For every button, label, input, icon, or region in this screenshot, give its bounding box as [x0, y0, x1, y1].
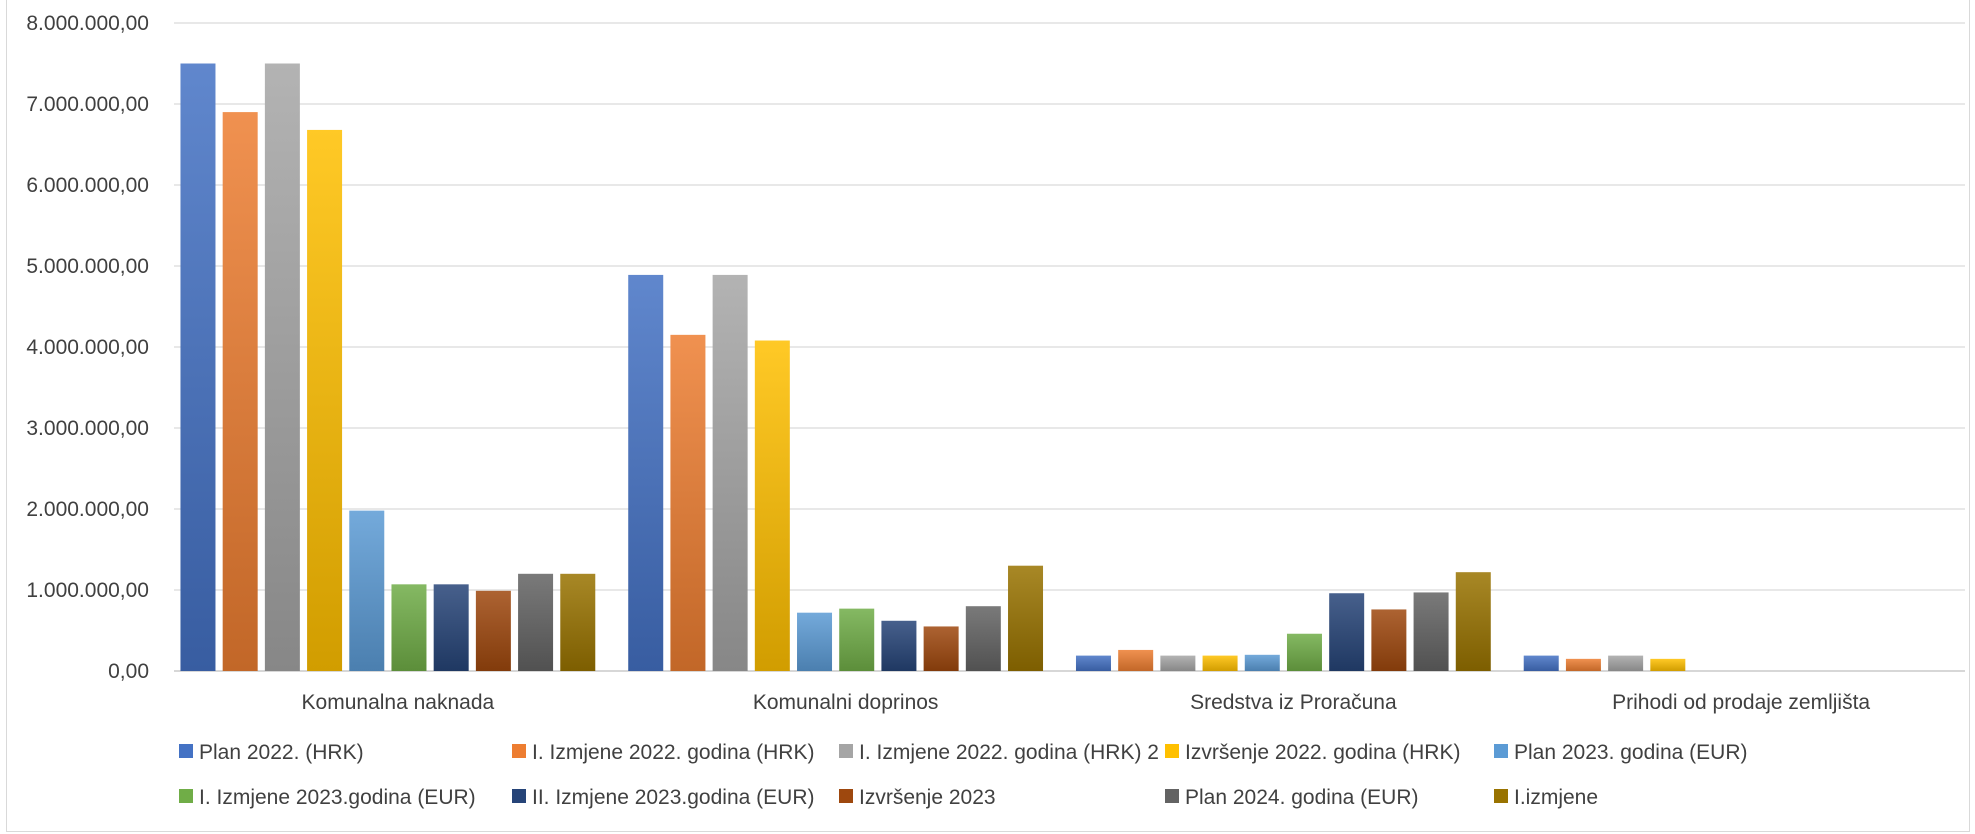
bar-komunalna-naknada-plan-2023-godina-eur	[349, 510, 385, 671]
bar-sredstva-iz-proracuna-i-izmjene-2022-godina-hrk-2	[1160, 655, 1196, 671]
bar-komunalna-naknada-i-izmjene-2023-godina-eur	[391, 584, 427, 671]
legend-label: II. Izmjene 2023.godina (EUR)	[532, 786, 814, 809]
y-tick-label: 1.000.000,00	[26, 579, 149, 602]
y-tick-label: 2.000.000,00	[26, 498, 149, 521]
bar-komunalni-doprinos-i-izmjene-2022-godina-hrk-2	[712, 274, 748, 671]
legend-swatch	[1165, 789, 1179, 803]
bar-komunalna-naknada-i-izmjene	[560, 573, 596, 671]
y-tick-label: 4.000.000,00	[26, 336, 149, 359]
legend-label: Izvršenje 2023	[859, 786, 996, 809]
gridlines	[174, 22, 1965, 672]
legend-swatch	[1494, 789, 1508, 803]
bar-sredstva-iz-proracuna-i-izmjene-2023-godina-eur	[1286, 633, 1322, 671]
legend-item: Plan 2022. (HRK)	[179, 741, 364, 764]
y-axis: 0,00 1.000.000,00 2.000.000,00 3.000.000,00…	[26, 12, 149, 683]
legend-item: Izvršenje 2023	[839, 786, 996, 809]
x-tick-label: Sredstva iz Proračuna	[1190, 691, 1397, 714]
bar-komunalni-doprinos-ii-izmjene-2023-godina-eur	[881, 620, 917, 671]
bar-prihodi-od-prodaje-zemljista-plan-2022-hrk	[1523, 655, 1559, 671]
bar-sredstva-iz-proracuna-i-izmjene-2022-godina-hrk	[1118, 649, 1154, 671]
bar-prihodi-od-prodaje-zemljista-i-izmjene-2022-godina-hrk-2	[1608, 655, 1644, 671]
legend-item: I. Izmjene 2022. godina (HRK)	[512, 741, 814, 764]
legend-swatch	[179, 744, 193, 758]
bars	[180, 63, 1686, 672]
bar-sredstva-iz-proracuna-ii-izmjene-2023-godina-eur	[1329, 593, 1365, 671]
legend-item: Izvršenje 2022. godina (HRK)	[1165, 741, 1460, 764]
legend-label: Izvršenje 2022. godina (HRK)	[1185, 741, 1460, 764]
bar-komunalni-doprinos-izvrsenje-2022-godina-hrk	[754, 340, 790, 671]
legend-item: Plan 2024. godina (EUR)	[1165, 786, 1418, 809]
bar-komunalni-doprinos-plan-2023-godina-eur	[797, 612, 833, 671]
bar-komunalna-naknada-i-izmjene-2022-godina-hrk	[222, 112, 258, 672]
bar-sredstva-iz-proracuna-izvrsenje-2023	[1371, 609, 1407, 671]
legend-swatch	[1165, 744, 1179, 758]
y-tick-label: 6.000.000,00	[26, 174, 149, 197]
y-tick-label: 8.000.000,00	[26, 12, 149, 35]
legend-swatch	[839, 744, 853, 758]
bar-sredstva-iz-proracuna-plan-2024-godina-eur	[1413, 592, 1449, 671]
legend-label: I. Izmjene 2022. godina (HRK) 2	[859, 741, 1159, 764]
bar-sredstva-iz-proracuna-plan-2022-hrk	[1075, 655, 1111, 671]
bar-komunalni-doprinos-plan-2022-hrk	[628, 274, 664, 671]
legend-swatch	[179, 789, 193, 803]
bar-chart: 0,00 1.000.000,00 2.000.000,00 3.000.000,00…	[26, 12, 1965, 809]
y-tick-label: 5.000.000,00	[26, 255, 149, 278]
bar-komunalna-naknada-i-izmjene-2022-godina-hrk-2	[264, 63, 300, 671]
legend-label: I.izmjene	[1514, 786, 1598, 809]
legend-label: Plan 2023. godina (EUR)	[1514, 741, 1747, 764]
legend: Plan 2022. (HRK) I. Izmjene 2022. godina …	[179, 741, 1747, 809]
x-axis: Komunalna naknada Komunalni doprinos Sreds…	[302, 691, 1871, 714]
legend-swatch	[512, 744, 526, 758]
legend-label: Plan 2022. (HRK)	[199, 741, 364, 764]
legend-swatch	[512, 789, 526, 803]
legend-label: I. Izmjene 2022. godina (HRK)	[532, 741, 814, 764]
legend-swatch	[839, 789, 853, 803]
y-tick-label: 7.000.000,00	[26, 93, 149, 116]
x-tick-label: Komunalni doprinos	[753, 691, 939, 714]
x-tick-label: Komunalna naknada	[302, 691, 495, 714]
legend-label: I. Izmjene 2023.godina (EUR)	[199, 786, 476, 809]
legend-item: I. Izmjene 2023.godina (EUR)	[179, 786, 476, 809]
bar-komunalni-doprinos-i-izmjene-2022-godina-hrk	[670, 334, 706, 671]
chart-container: 0,00 1.000.000,00 2.000.000,00 3.000.000,00…	[6, 0, 1970, 832]
bar-komunalna-naknada-izvrsenje-2023	[475, 590, 511, 671]
bar-komunalni-doprinos-i-izmjene	[1008, 565, 1044, 671]
bar-sredstva-iz-proracuna-i-izmjene	[1455, 572, 1491, 671]
bar-sredstva-iz-proracuna-izvrsenje-2022-godina-hrk	[1202, 655, 1238, 671]
legend-item: II. Izmjene 2023.godina (EUR)	[512, 786, 814, 809]
bar-komunalna-naknada-ii-izmjene-2023-godina-eur	[433, 584, 469, 671]
legend-item: I. Izmjene 2022. godina (HRK) 2	[839, 741, 1159, 764]
bar-prihodi-od-prodaje-zemljista-i-izmjene-2022-godina-hrk	[1565, 658, 1601, 671]
bar-komunalni-doprinos-plan-2024-godina-eur	[965, 606, 1001, 671]
bar-komunalna-naknada-plan-2022-hrk	[180, 63, 216, 671]
legend-item: Plan 2023. godina (EUR)	[1494, 741, 1747, 764]
legend-item: I.izmjene	[1494, 786, 1598, 809]
bar-sredstva-iz-proracuna-plan-2023-godina-eur	[1244, 654, 1280, 671]
y-tick-label: 3.000.000,00	[26, 417, 149, 440]
bar-komunalna-naknada-plan-2024-godina-eur	[518, 573, 554, 671]
bar-prihodi-od-prodaje-zemljista-izvrsenje-2022-godina-hrk	[1650, 658, 1686, 671]
bar-komunalna-naknada-izvrsenje-2022-godina-hrk	[307, 129, 343, 672]
bar-komunalni-doprinos-i-izmjene-2023-godina-eur	[839, 608, 875, 671]
legend-label: Plan 2024. godina (EUR)	[1185, 786, 1418, 809]
bar-komunalni-doprinos-izvrsenje-2023	[923, 626, 959, 671]
y-tick-label: 0,00	[108, 660, 149, 683]
legend-swatch	[1494, 744, 1508, 758]
x-tick-label: Prihodi od prodaje zemljišta	[1612, 691, 1870, 714]
